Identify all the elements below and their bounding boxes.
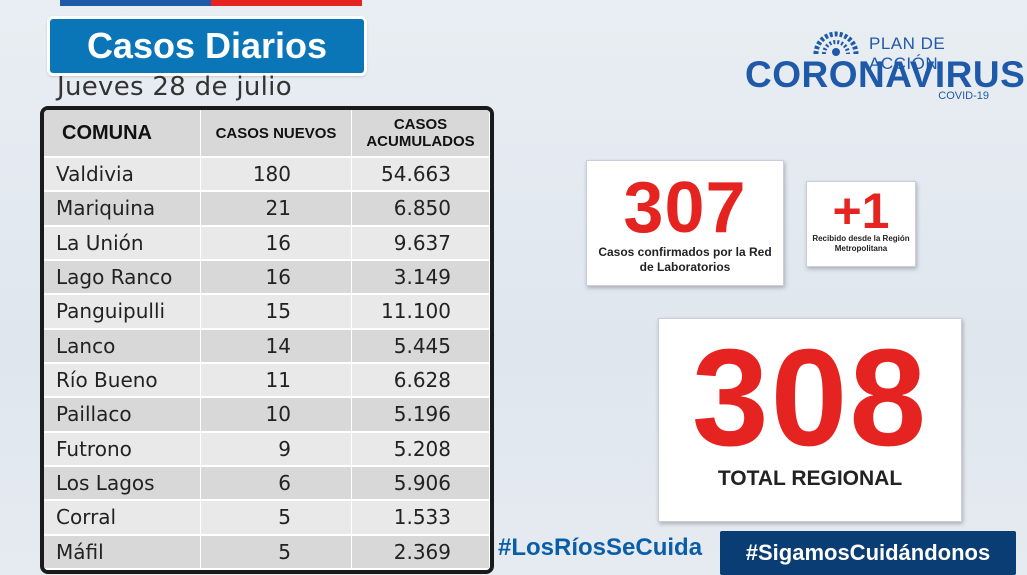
casos-acumulados-cell: 6.850 [351, 191, 490, 227]
comuna-cell: Lago Ranco [44, 259, 201, 296]
confirmed-cases-label: Casos confirmados por la Red de Laborato… [598, 245, 772, 274]
total-regional-card: 308 TOTAL REGIONAL [658, 318, 962, 522]
comuna-cell: Futrono [44, 431, 201, 467]
comuna-cell: Río Bueno [44, 362, 201, 399]
casos-nuevos-cell: 15 [200, 294, 352, 330]
table-body: Valdivia 180 54.663 Mariquina 21 6.850 La Unió… [44, 157, 490, 570]
casos-acumulados-cell: 11.100 [351, 294, 490, 330]
table-row: Futrono 9 5.208 [44, 431, 490, 467]
comuna-cell: Panguipulli [44, 294, 201, 330]
coronavirus-plan-logo: PLAN DE ACCIÓN CORONAVIRUS COVID-19 [745, 30, 1025, 105]
table-row: Río Bueno 11 6.628 [44, 362, 490, 399]
casos-nuevos-cell: 6 [200, 465, 352, 502]
casos-acumulados-cell: 1.533 [351, 500, 490, 536]
casos-nuevos-cell: 16 [200, 225, 352, 261]
table-row: Corral 5 1.533 [44, 500, 490, 536]
column-header-comuna: COMUNA [44, 110, 201, 158]
hashtag-sigamos: #SigamosCuidándonos [745, 540, 991, 565]
casos-nuevos-cell: 14 [200, 328, 352, 364]
total-regional-value: 308 [691, 321, 929, 475]
casos-acumulados-cell: 3.149 [351, 259, 490, 296]
table-row: Lanco 14 5.445 [44, 328, 490, 364]
hashtag-sigamos-banner: #SigamosCuidándonos [720, 531, 1016, 575]
comuna-cell: Paillaco [44, 397, 201, 433]
table-row: Los Lagos 6 5.906 [44, 465, 490, 502]
flag-red-stripe [211, 0, 362, 6]
flag-color-bar [60, 0, 362, 6]
logo-coronavirus-text: CORONAVIRUS [745, 54, 1026, 95]
comuna-cell: Mariquina [44, 191, 201, 227]
casos-acumulados-cell: 2.369 [351, 534, 490, 570]
casos-nuevos-cell: 5 [200, 534, 352, 570]
casos-nuevos-cell: 11 [200, 362, 352, 399]
casos-nuevos-cell: 16 [200, 259, 352, 296]
casos-nuevos-cell: 10 [200, 397, 352, 433]
casos-acumulados-cell: 5.196 [351, 397, 490, 433]
table-row: Mariquina 21 6.850 [44, 191, 490, 227]
casos-acumulados-cell: 9.637 [351, 225, 490, 261]
comuna-cell: Lanco [44, 328, 201, 364]
received-cases-card: +1 Recibido desde la Región Metropolitan… [806, 181, 916, 267]
table-row: Paillaco 10 5.196 [44, 397, 490, 433]
logo-plan-text: PLAN DE ACCIÓN [869, 34, 946, 73]
casos-acumulados-cell: 5.208 [351, 431, 490, 467]
table-row: Panguipulli 15 11.100 [44, 294, 490, 330]
casos-nuevos-cell: 9 [200, 431, 352, 467]
received-cases-label: Recibido desde la Región Metropolitana [812, 234, 910, 253]
confirmed-cases-card: 307 Casos confirmados por la Red de Labo… [586, 160, 784, 286]
table-row: Valdivia 180 54.663 [44, 157, 490, 193]
casos-nuevos-cell: 180 [200, 157, 352, 193]
cases-table: COMUNA CASOS NUEVOS CASOS ACUMULADOS Val… [44, 110, 490, 570]
flag-blue-stripe [60, 0, 211, 6]
table-row: Máfil 5 2.369 [44, 534, 490, 570]
comuna-cell: Los Lagos [44, 465, 201, 502]
casos-acumulados-cell: 54.663 [351, 157, 490, 193]
confirmed-cases-value: 307 [623, 168, 747, 248]
virus-icon [813, 31, 859, 56]
casos-nuevos-cell: 5 [200, 500, 352, 536]
casos-acumulados-cell: 5.445 [351, 328, 490, 364]
received-cases-value: +1 [832, 183, 890, 239]
total-regional-label: TOTAL REGIONAL [717, 467, 903, 490]
table-header-row: COMUNA CASOS NUEVOS CASOS ACUMULADOS [44, 110, 490, 158]
comuna-cell: Corral [44, 500, 201, 536]
report-date: Jueves 28 de julio [57, 72, 292, 102]
cases-table-container: COMUNA CASOS NUEVOS CASOS ACUMULADOS Val… [40, 106, 494, 574]
column-header-casos-acumulados: CASOS ACUMULADOS [351, 110, 490, 158]
column-header-casos-nuevos: CASOS NUEVOS [200, 110, 352, 158]
comuna-cell: La Unión [44, 225, 201, 261]
comuna-cell: Máfil [44, 534, 201, 570]
casos-acumulados-cell: 6.628 [351, 362, 490, 399]
casos-nuevos-cell: 21 [200, 191, 352, 227]
table-row: Lago Ranco 16 3.149 [44, 259, 490, 296]
comuna-cell: Valdivia [44, 157, 201, 193]
casos-acumulados-cell: 5.906 [351, 465, 490, 502]
logo-covid-text: COVID-19 [938, 90, 989, 102]
hashtag-losrios: #LosRíosSeCuida [498, 534, 703, 561]
table-row: La Unión 16 9.637 [44, 225, 490, 261]
page-title: Casos Diarios [47, 16, 367, 76]
